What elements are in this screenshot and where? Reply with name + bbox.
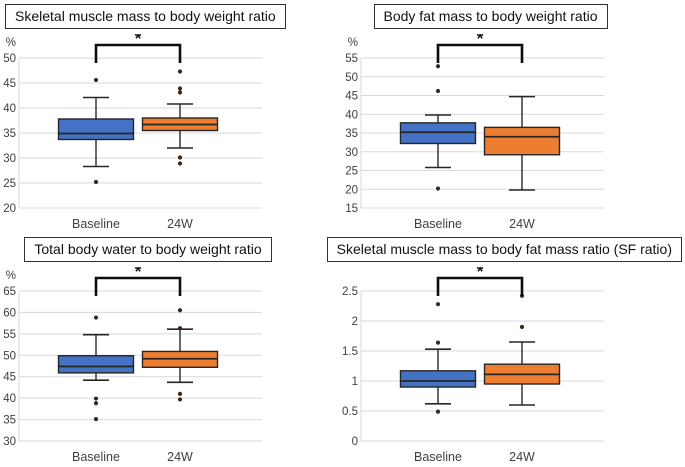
y-tick-label: 2 (352, 316, 358, 328)
body-fat-weight-ratio-chart: 15 20 25 30 35 40 45 50 55% Baseline 24W * (345, 34, 604, 231)
significance-asterisk: * (477, 267, 484, 281)
x-category-label: 24W (509, 450, 535, 464)
y-tick-label: 45 (3, 78, 16, 90)
x-category-label: Baseline (414, 217, 462, 231)
y-tick-label: 35 (345, 128, 358, 140)
outlier-dot (177, 391, 183, 396)
significance-asterisk: * (135, 34, 142, 48)
y-axis-unit-label: % (348, 37, 358, 49)
outlier-dot (93, 401, 99, 406)
x-category-label: Baseline (72, 450, 120, 464)
outlier-dot (93, 417, 99, 422)
x-category-label: 24W (167, 217, 193, 231)
x-category-label: 24W (167, 450, 193, 464)
box-baseline (399, 370, 477, 388)
outlier-dot (435, 64, 441, 69)
outlier-dot (177, 69, 183, 74)
panel-title: Body fat mass to body weight ratio (373, 4, 608, 30)
y-tick-label: 40 (3, 103, 16, 115)
panel-body-water-weight-ratio: Total body water to body weight ratio 30… (0, 233, 342, 467)
y-tick-label: 0.5 (342, 406, 358, 418)
significance-asterisk: * (477, 34, 484, 48)
y-tick-label: 1.5 (342, 346, 358, 358)
outlier-dot (435, 302, 441, 307)
outlier-dot (435, 88, 441, 94)
y-tick-label: 0 (352, 436, 358, 448)
y-tick-label: 45 (3, 372, 16, 384)
box-baseline (57, 118, 135, 141)
y-tick-label: 1 (352, 376, 358, 388)
outlier-dot (93, 77, 99, 83)
y-tick-label: 65 (3, 286, 16, 298)
x-category-label: 24W (509, 217, 535, 231)
x-category-label: Baseline (414, 450, 462, 464)
outlier-dot (177, 308, 183, 313)
box-baseline (57, 355, 135, 374)
outlier-dot (177, 86, 183, 91)
y-tick-label: 35 (3, 415, 16, 427)
y-tick-label: 50 (345, 72, 358, 84)
panel-body-fat-weight-ratio: Body fat mass to body weight ratio 15 20 2… (342, 0, 685, 233)
y-tick-label: 55 (3, 329, 16, 341)
panel-title: Skeletal muscle mass to body weight rati… (5, 4, 286, 30)
y-tick-label: 25 (345, 166, 358, 178)
outlier-dot (93, 315, 99, 320)
y-tick-label: 2.5 (342, 286, 358, 298)
panel-title: Total body water to body weight ratio (24, 237, 272, 263)
box-baseline (399, 122, 477, 145)
outlier-dot (93, 396, 99, 401)
outlier-dot (177, 155, 183, 160)
y-tick-label: 40 (3, 393, 16, 405)
y-tick-label: 50 (3, 53, 16, 65)
significance-bracket (94, 43, 182, 63)
outlier-dot (93, 179, 99, 185)
significance-asterisk: * (135, 267, 142, 281)
outlier-dot (519, 324, 525, 330)
box-24w (483, 126, 561, 156)
y-tick-label: 15 (345, 203, 358, 215)
skeletal-muscle-weight-ratio-chart: 20 25 30 35 40 45 50% Baseline 24W * (3, 34, 262, 231)
outlier-dot (435, 409, 441, 414)
outlier-dot (177, 90, 183, 95)
y-tick-label: 55 (345, 53, 358, 65)
y-axis-unit-label: % (6, 37, 16, 49)
panel-title: Skeletal muscle mass to body fat mass ra… (326, 237, 682, 263)
outlier-dot (177, 397, 183, 402)
y-tick-label: 30 (345, 147, 358, 159)
y-tick-label: 25 (3, 178, 16, 190)
y-tick-label: 20 (3, 203, 16, 215)
significance-bracket (94, 276, 182, 296)
outlier-dot (435, 340, 441, 345)
outlier-dot (177, 326, 183, 331)
y-tick-label: 40 (345, 109, 358, 121)
panel-skeletal-muscle-weight-ratio: Skeletal muscle mass to body weight rati… (0, 0, 342, 233)
body-water-weight-ratio-chart: 30 35 40 45 50 55 60 65% Baseline 24W * (3, 267, 262, 464)
y-tick-label: 60 (3, 307, 16, 319)
sf-ratio-chart: 0 0.5 1 1.5 2 2.5 Baseline 24W * (342, 267, 604, 464)
outlier-dot (435, 186, 441, 191)
y-tick-label: 35 (3, 128, 16, 140)
y-axis-unit-label: % (6, 270, 16, 282)
y-tick-label: 30 (3, 153, 16, 165)
outlier-dot (177, 161, 183, 166)
y-tick-label: 20 (345, 184, 358, 196)
panel-sf-ratio: Skeletal muscle mass to body fat mass ra… (326, 233, 685, 467)
significance-bracket (436, 43, 524, 63)
y-tick-label: 30 (3, 436, 16, 448)
significance-bracket (436, 276, 524, 296)
y-tick-label: 50 (3, 350, 16, 362)
y-tick-label: 45 (345, 91, 358, 103)
x-category-label: Baseline (72, 217, 120, 231)
